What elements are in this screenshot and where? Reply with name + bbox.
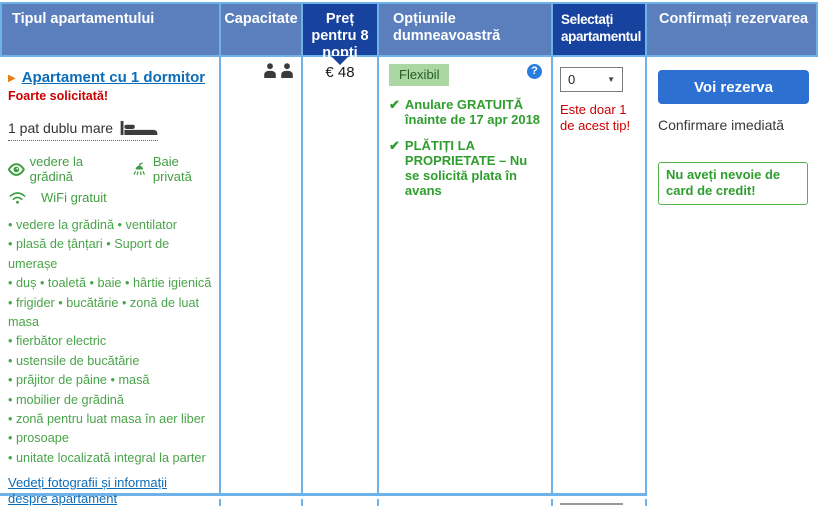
wifi-icon	[9, 192, 26, 204]
bed-type-label: 1 pat dublu mare	[8, 120, 114, 136]
column-header-options: Opțiunile dumneavoastră	[379, 4, 553, 55]
help-icon[interactable]: ?	[527, 64, 542, 79]
room-name-link[interactable]: Apartament cu 1 dormitor	[21, 69, 206, 86]
option-text: Anulare GRATUITĂ înainte de 17 apr 2018	[404, 97, 541, 127]
column-header-confirm: Confirmați rezervarea	[647, 4, 816, 55]
option-item: ✔ Anulare GRATUITĂ înainte de 17 apr 201…	[389, 97, 542, 127]
price-amount: € 48	[325, 64, 355, 81]
facility-label: WiFi gratuit	[41, 190, 107, 205]
checkmark-icon: ✔	[389, 97, 400, 112]
amenity-line: zonă pentru luat masa în aer liber	[8, 410, 213, 429]
garden-view-icon	[8, 162, 25, 176]
amenity-line: frigider • bucătărie • zonă de luat masa	[8, 294, 213, 333]
column-header-capacity: Capacitate	[221, 4, 303, 55]
column-header-select: Selectați apartamentul	[553, 4, 647, 55]
person-icon	[264, 63, 276, 78]
amenity-line: fierbător electric	[8, 332, 213, 351]
capacity-cell	[221, 57, 303, 496]
checkmark-icon: ✔	[389, 138, 400, 153]
bed-type[interactable]: 1 pat dublu mare	[8, 120, 159, 141]
amenity-line: mobilier de grădină	[8, 391, 213, 410]
quantity-select[interactable]: 0 ▼	[560, 67, 623, 92]
high-demand-label: Foarte solicitată!	[8, 89, 109, 103]
facility-label: vedere la grădină	[29, 154, 84, 184]
amenity-line: duș • toaletă • baie • hârtie igienică	[8, 274, 213, 293]
facility-label: Baie privată	[152, 154, 192, 184]
no-credit-card-badge: Nu aveți nevoie de card de credit!	[658, 162, 808, 205]
flexible-badge: Flexibil	[389, 64, 450, 86]
price-cell: € 48	[303, 57, 379, 496]
option-text: PLĂTIȚI LA PROPRIETATE – Nu se solicită …	[404, 138, 528, 198]
scarcity-warning: Este doar 1 de acest tip!	[560, 102, 631, 133]
amenity-line: plasă de țânțari • Suport de umerașe	[8, 235, 213, 274]
key-facilities: vedere la grădină Baie privată	[8, 154, 213, 207]
option-item: ✔ PLĂTIȚI LA PROPRIETATE – Nu se solicit…	[389, 138, 542, 198]
options-cell: Flexibil ? ✔ Anulare GRATUITĂ înainte de…	[379, 57, 553, 496]
expand-arrow-icon: ▶	[8, 73, 16, 84]
reserve-button[interactable]: Voi rezerva	[658, 70, 809, 104]
chevron-down-icon: ▼	[607, 75, 615, 84]
confirm-cell: Voi rezerva Confirmare imediată Nu aveți…	[647, 57, 820, 496]
room-type-cell: ▶ Apartament cu 1 dormitor Foarte solici…	[0, 57, 221, 506]
amenity-line: prăjitor de pâine • masă	[8, 371, 213, 390]
select-cell: 0 ▼ Este doar 1 de acest tip!	[553, 57, 647, 496]
column-header-price: Preț pentru 8 nopți	[303, 4, 379, 65]
double-bed-icon	[120, 120, 158, 136]
amenity-line: unitate localizată integral la parter	[8, 449, 213, 468]
room-photos-link[interactable]: Vedeți fotografii și informații despre a…	[8, 475, 167, 506]
amenity-line: prosoape	[8, 429, 213, 448]
table-row: ▶ Apartament cu 1 dormitor Foarte solici…	[0, 57, 820, 506]
amenity-line: vedere la grădină • ventilator	[8, 216, 213, 235]
column-header-room-type: Tipul apartamentului	[2, 4, 221, 55]
person-icon	[281, 63, 293, 78]
instant-confirmation-label: Confirmare imediată	[658, 117, 785, 133]
next-row-edge	[0, 499, 820, 506]
private-bathroom-icon	[133, 162, 146, 175]
next-row-select-edge	[560, 503, 623, 505]
quantity-select-value: 0	[568, 72, 576, 87]
price-column-pointer-icon	[331, 56, 349, 65]
table-header: Tipul apartamentului Capacitate Preț pen…	[0, 2, 818, 65]
amenity-line: ustensile de bucătărie	[8, 352, 213, 371]
amenity-list: vedere la grădină • ventilator plasă de …	[8, 216, 213, 468]
